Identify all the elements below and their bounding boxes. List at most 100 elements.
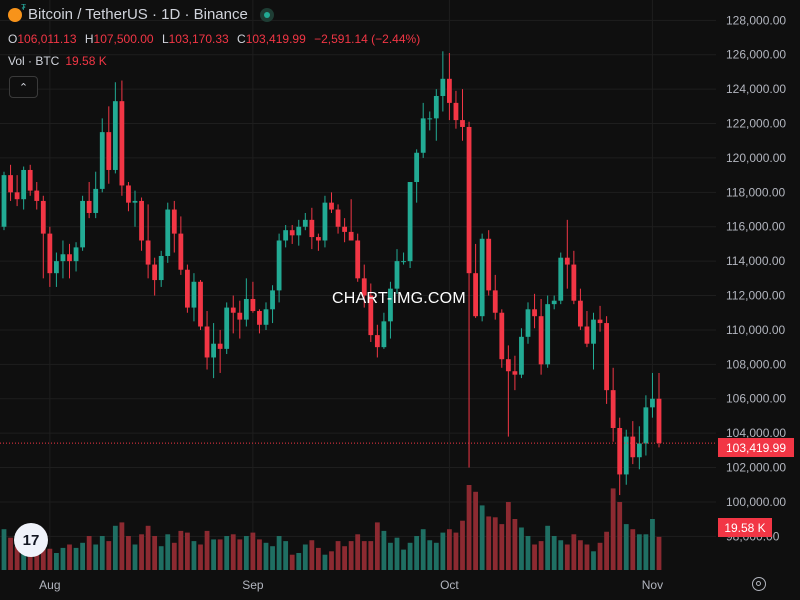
volume-bar: [453, 532, 459, 570]
candle: [630, 421, 636, 465]
volume-bar: [178, 530, 184, 570]
volume-bar: [466, 485, 472, 570]
ohlc-legend: O106,011.13 H107,500.00 L103,170.33 C103…: [8, 32, 425, 46]
candle: [604, 316, 609, 404]
price-tick-label: 120,000.00: [726, 151, 786, 165]
candle: [21, 166, 27, 210]
time-axis: Aug Sep Oct Nov: [39, 578, 663, 592]
volume-bar: [388, 542, 393, 570]
candle: [8, 164, 13, 201]
volume-bar: [145, 525, 151, 570]
volume-bar: [73, 547, 79, 570]
price-tick-label: 104,000.00: [726, 426, 786, 440]
volume-bar: [185, 532, 190, 570]
last-volume-tag: 19.58 K: [718, 518, 772, 537]
volume-bar: [519, 527, 524, 570]
candle: [86, 182, 92, 219]
volume-bar: [119, 522, 125, 570]
open-value: 106,011.13: [17, 32, 77, 46]
candle: [623, 429, 629, 485]
time-tick-label: Nov: [642, 578, 663, 592]
volume-bar: [578, 540, 583, 570]
volume-bar: [204, 530, 210, 570]
volume-bar: [440, 532, 446, 570]
volume-bar: [198, 544, 203, 570]
volume-bar: [532, 544, 537, 570]
volume-bar: [67, 544, 72, 570]
volume-bar: [486, 516, 492, 570]
volume-bar: [224, 536, 230, 570]
price-tick-label: 124,000.00: [726, 82, 786, 96]
candle: [40, 195, 46, 279]
volume-bar: [394, 537, 400, 570]
candle: [211, 323, 216, 379]
price-tick-label: 100,000.00: [726, 495, 786, 509]
volume-bar: [381, 530, 387, 570]
volume-bar: [191, 541, 197, 570]
price-tick-label: 106,000.00: [726, 392, 786, 406]
candle: [578, 288, 583, 330]
candle: [329, 192, 334, 213]
candle: [499, 309, 505, 368]
volume-bar: [427, 540, 433, 570]
collapse-legend-button[interactable]: ⌃: [9, 76, 38, 98]
candle: [479, 233, 485, 322]
candle: [47, 226, 53, 287]
candle: [250, 281, 256, 313]
candle: [388, 281, 393, 339]
candle: [243, 278, 249, 327]
candle: [597, 305, 603, 332]
close-label: C: [237, 32, 246, 46]
candle: [119, 80, 125, 196]
candle: [361, 264, 367, 308]
volume-bar: [414, 536, 420, 570]
candle: [427, 111, 433, 131]
candle: [538, 298, 544, 375]
volume-bar: [34, 549, 40, 570]
volume-bar: [8, 537, 13, 570]
candle: [54, 252, 59, 287]
candle: [558, 252, 564, 305]
candle: [551, 295, 557, 310]
volume-bar: [650, 519, 655, 570]
volume-bar: [499, 524, 505, 570]
candle: [165, 202, 171, 263]
volume-bar: [335, 541, 341, 570]
candle: [492, 274, 498, 320]
market-status-icon[interactable]: [259, 7, 274, 22]
tradingview-logo-icon[interactable]: 17: [14, 523, 48, 557]
volume-bar: [47, 548, 53, 570]
settings-gear-icon[interactable]: [752, 577, 766, 591]
volume-bar: [342, 546, 347, 570]
candle: [512, 355, 518, 391]
candle: [139, 197, 144, 251]
candle: [466, 121, 472, 468]
candle: [145, 204, 151, 279]
volume-legend: Vol · BTC 19.58 K: [8, 54, 107, 68]
candle: [296, 219, 302, 246]
candle: [414, 149, 420, 203]
volume-bar: [368, 541, 374, 570]
time-tick-label: Aug: [39, 578, 60, 592]
candle: [309, 207, 315, 250]
volume-bar: [80, 542, 85, 570]
volume-bar: [512, 519, 518, 570]
volume-bar: [551, 536, 557, 570]
volume-bar: [591, 551, 596, 570]
candle: [270, 285, 275, 324]
candle: [473, 243, 478, 318]
high-label: H: [84, 32, 94, 46]
chart-header: Bitcoin / TetherUS · 1D · Binance: [8, 2, 274, 23]
candle: [643, 395, 649, 456]
symbol-title[interactable]: Bitcoin / TetherUS · 1D · Binance: [28, 6, 248, 23]
volume-bar: [296, 553, 302, 570]
price-axis: 98,000.00100,000.00102,000.00104,000.001…: [726, 13, 786, 543]
volume-bar: [171, 542, 177, 570]
volume-bar: [473, 491, 478, 570]
volume-bar: [106, 541, 112, 570]
candle: [656, 372, 662, 448]
volume-bar: [139, 534, 144, 570]
price-tick-label: 116,000.00: [726, 220, 785, 234]
candle: [355, 233, 361, 282]
